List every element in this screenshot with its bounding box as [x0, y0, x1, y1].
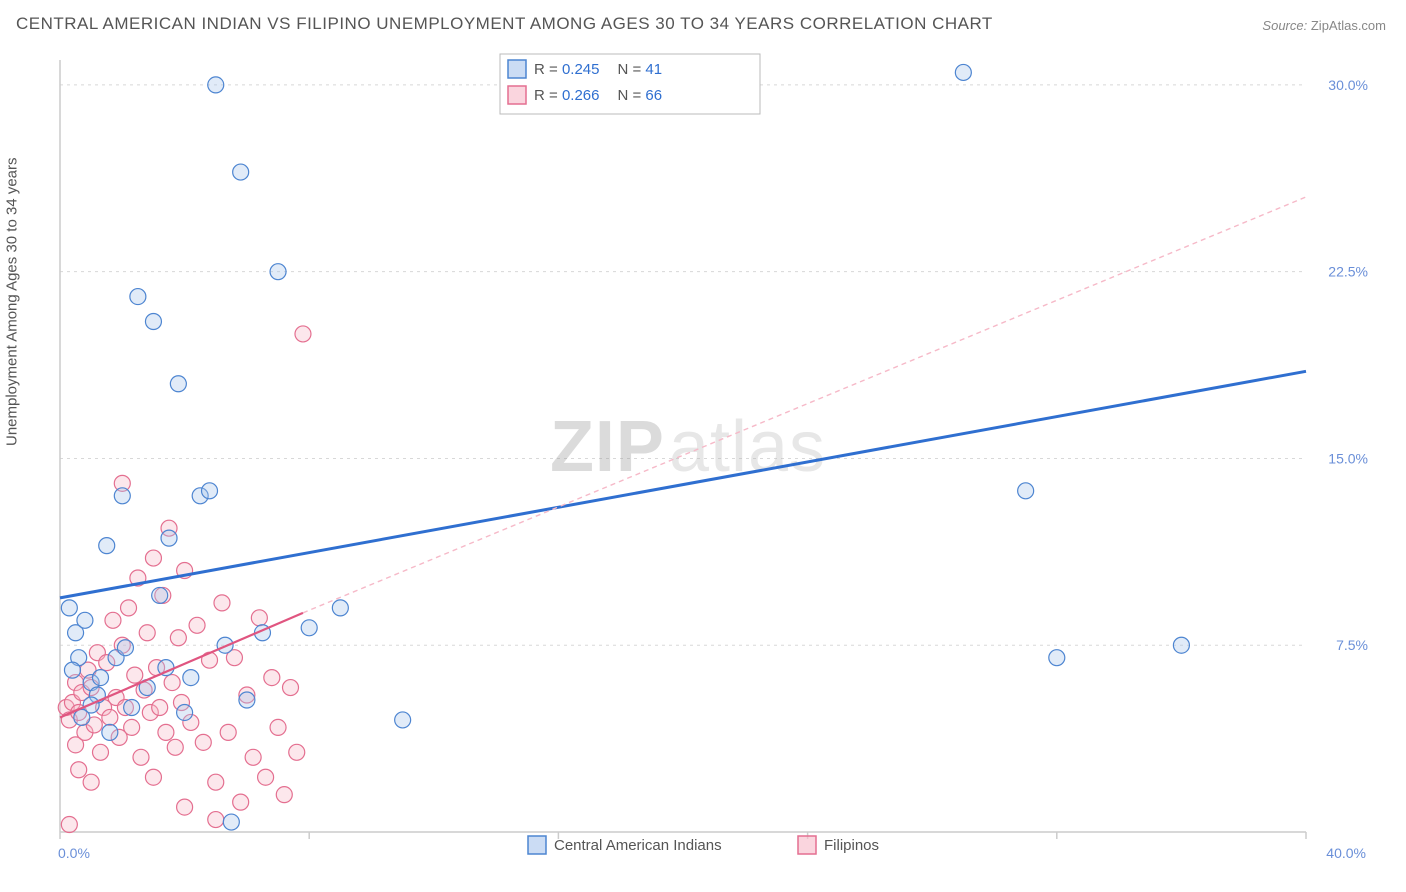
chart-title: CENTRAL AMERICAN INDIAN VS FILIPINO UNEM… [16, 14, 993, 34]
svg-text:ZIPatlas: ZIPatlas [550, 407, 826, 487]
svg-text:30.0%: 30.0% [1328, 77, 1368, 93]
svg-text:R = 0.266N = 66: R = 0.266N = 66 [534, 87, 662, 104]
svg-text:0.0%: 0.0% [58, 845, 90, 861]
svg-text:Filipinos: Filipinos [824, 837, 879, 854]
svg-text:15.0%: 15.0% [1328, 450, 1368, 466]
svg-text:7.5%: 7.5% [1336, 637, 1368, 653]
svg-text:R = 0.245N = 41: R = 0.245N = 41 [534, 61, 662, 78]
svg-text:Central American Indians: Central American Indians [554, 837, 722, 854]
svg-text:22.5%: 22.5% [1328, 264, 1368, 280]
scatter-chart: 0.0% 40.0% 7.5% 15.0% 22.5% 30.0% ZIPatlas R = … [50, 50, 1386, 872]
source-label: Source: [1262, 18, 1307, 33]
svg-text:40.0%: 40.0% [1326, 845, 1366, 861]
y-axis-label: Unemployment Among Ages 30 to 34 years [4, 157, 21, 446]
source-attr: Source: ZipAtlas.com [1262, 18, 1386, 33]
source-value: ZipAtlas.com [1311, 18, 1386, 33]
chart-area: 0.0% 40.0% 7.5% 15.0% 22.5% 30.0% ZIPatlas R = … [50, 50, 1386, 872]
